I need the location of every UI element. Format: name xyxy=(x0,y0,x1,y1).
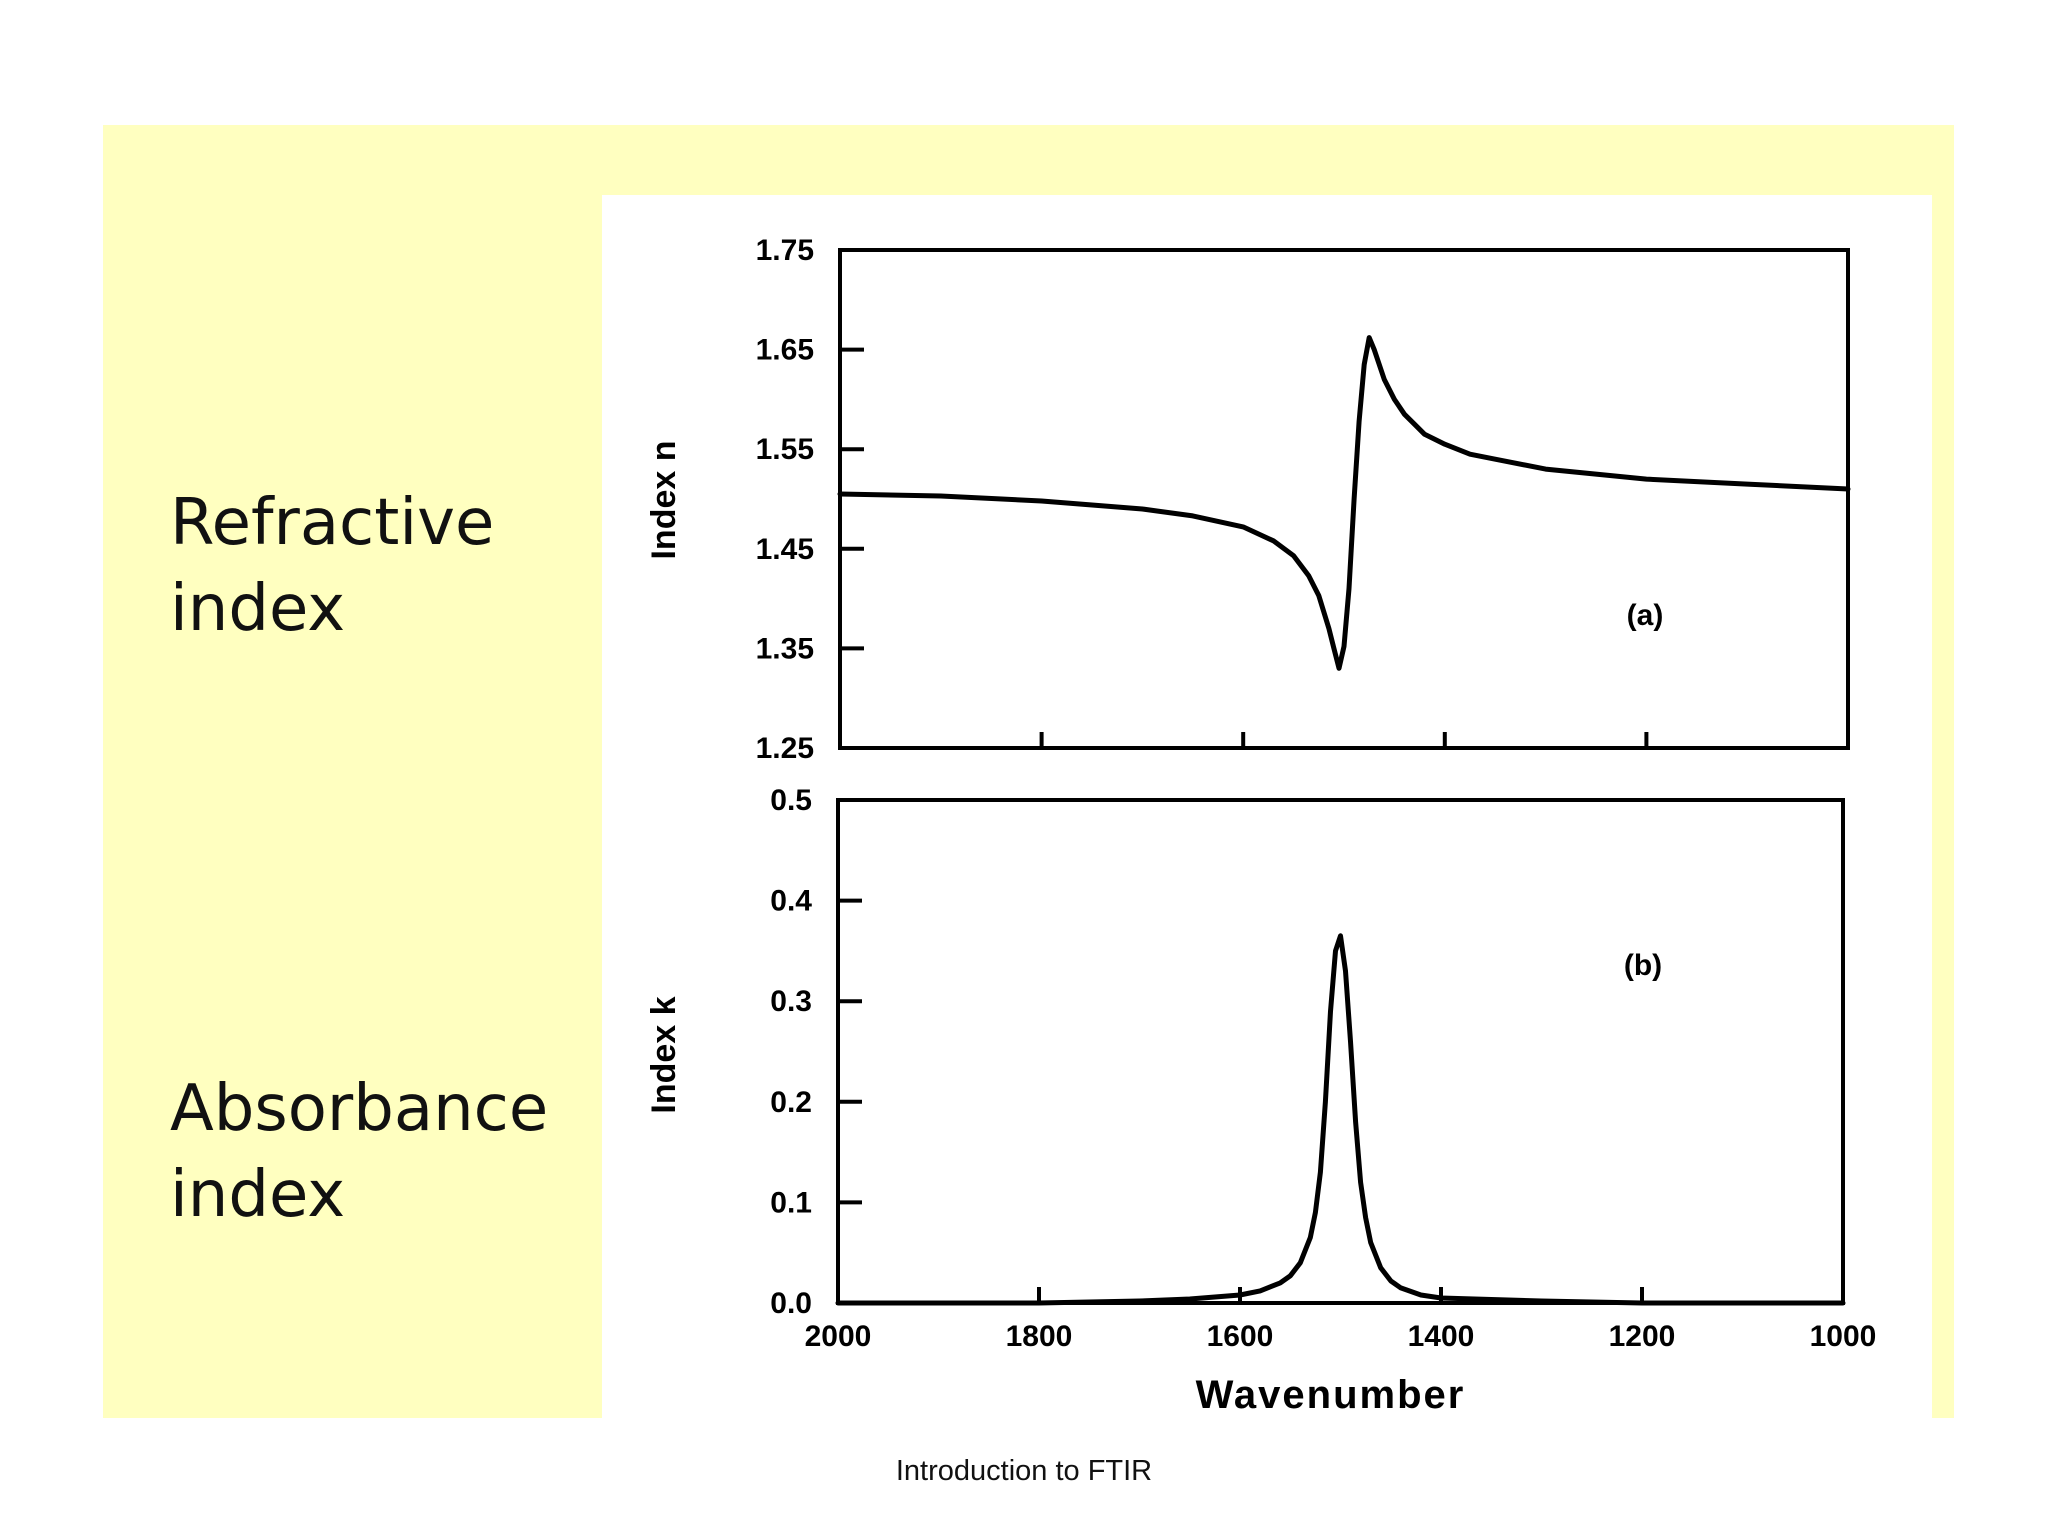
panel-a-y-axis-title: Index n xyxy=(645,440,683,559)
refractive-label-line-2: index xyxy=(170,572,346,646)
panel-a-y-tick-label: 1.65 xyxy=(756,334,814,367)
slide-footer: Introduction to FTIR xyxy=(895,1455,1153,1487)
panel-b-x-tick-label: 1000 xyxy=(1810,1320,1877,1353)
panel-b-y-tick-label: 0.4 xyxy=(770,885,812,918)
panel-b-x-tick-label: 1200 xyxy=(1609,1320,1676,1353)
panel-a-y-tick-label: 1.55 xyxy=(756,433,814,466)
panel-b-x-tick-label: 2000 xyxy=(805,1320,872,1353)
panel-b-panel-label: (b) xyxy=(1624,949,1662,982)
panel-b-x-tick-label: 1800 xyxy=(1006,1320,1073,1353)
panel-b-y-tick-label: 0.3 xyxy=(770,985,812,1018)
refractive-index-label: Refractive index xyxy=(170,480,590,652)
panel-b-y-axis-title: Index k xyxy=(645,996,683,1113)
panel-b-y-tick-label: 0.5 xyxy=(770,784,812,817)
refractive-label-line-1: Refractive xyxy=(170,486,495,560)
panel-a-y-tick-label: 1.75 xyxy=(756,234,814,267)
panel-a-panel-label: (a) xyxy=(1627,599,1664,632)
panel-b-y-tick-label: 0.1 xyxy=(770,1186,812,1219)
absorbance-label-line-1: Absorbance xyxy=(170,1072,549,1146)
absorbance-index-label: Absorbance index xyxy=(170,1066,590,1238)
panel-b-y-tick-label: 0.2 xyxy=(770,1086,812,1119)
panel-a-frame xyxy=(838,248,1850,750)
panel-a-y-tick-label: 1.25 xyxy=(756,732,814,765)
figure-area xyxy=(602,195,1932,1418)
panel-a-y-tick-label: 1.35 xyxy=(756,632,814,665)
panel-a-y-tick-label: 1.45 xyxy=(756,533,814,566)
panel-b-frame xyxy=(836,798,1845,1305)
panel-b-x-tick-label: 1400 xyxy=(1408,1320,1475,1353)
panel-b-x-tick-label: 1600 xyxy=(1207,1320,1274,1353)
panel-a-series-line xyxy=(837,335,1851,671)
absorbance-label-line-2: index xyxy=(170,1158,346,1232)
panel-b-x-axis-title: Wavenumber xyxy=(1196,1373,1466,1417)
panel-b-y-tick-label: 0.0 xyxy=(770,1287,812,1320)
panel-b-series-line xyxy=(835,933,1846,1306)
